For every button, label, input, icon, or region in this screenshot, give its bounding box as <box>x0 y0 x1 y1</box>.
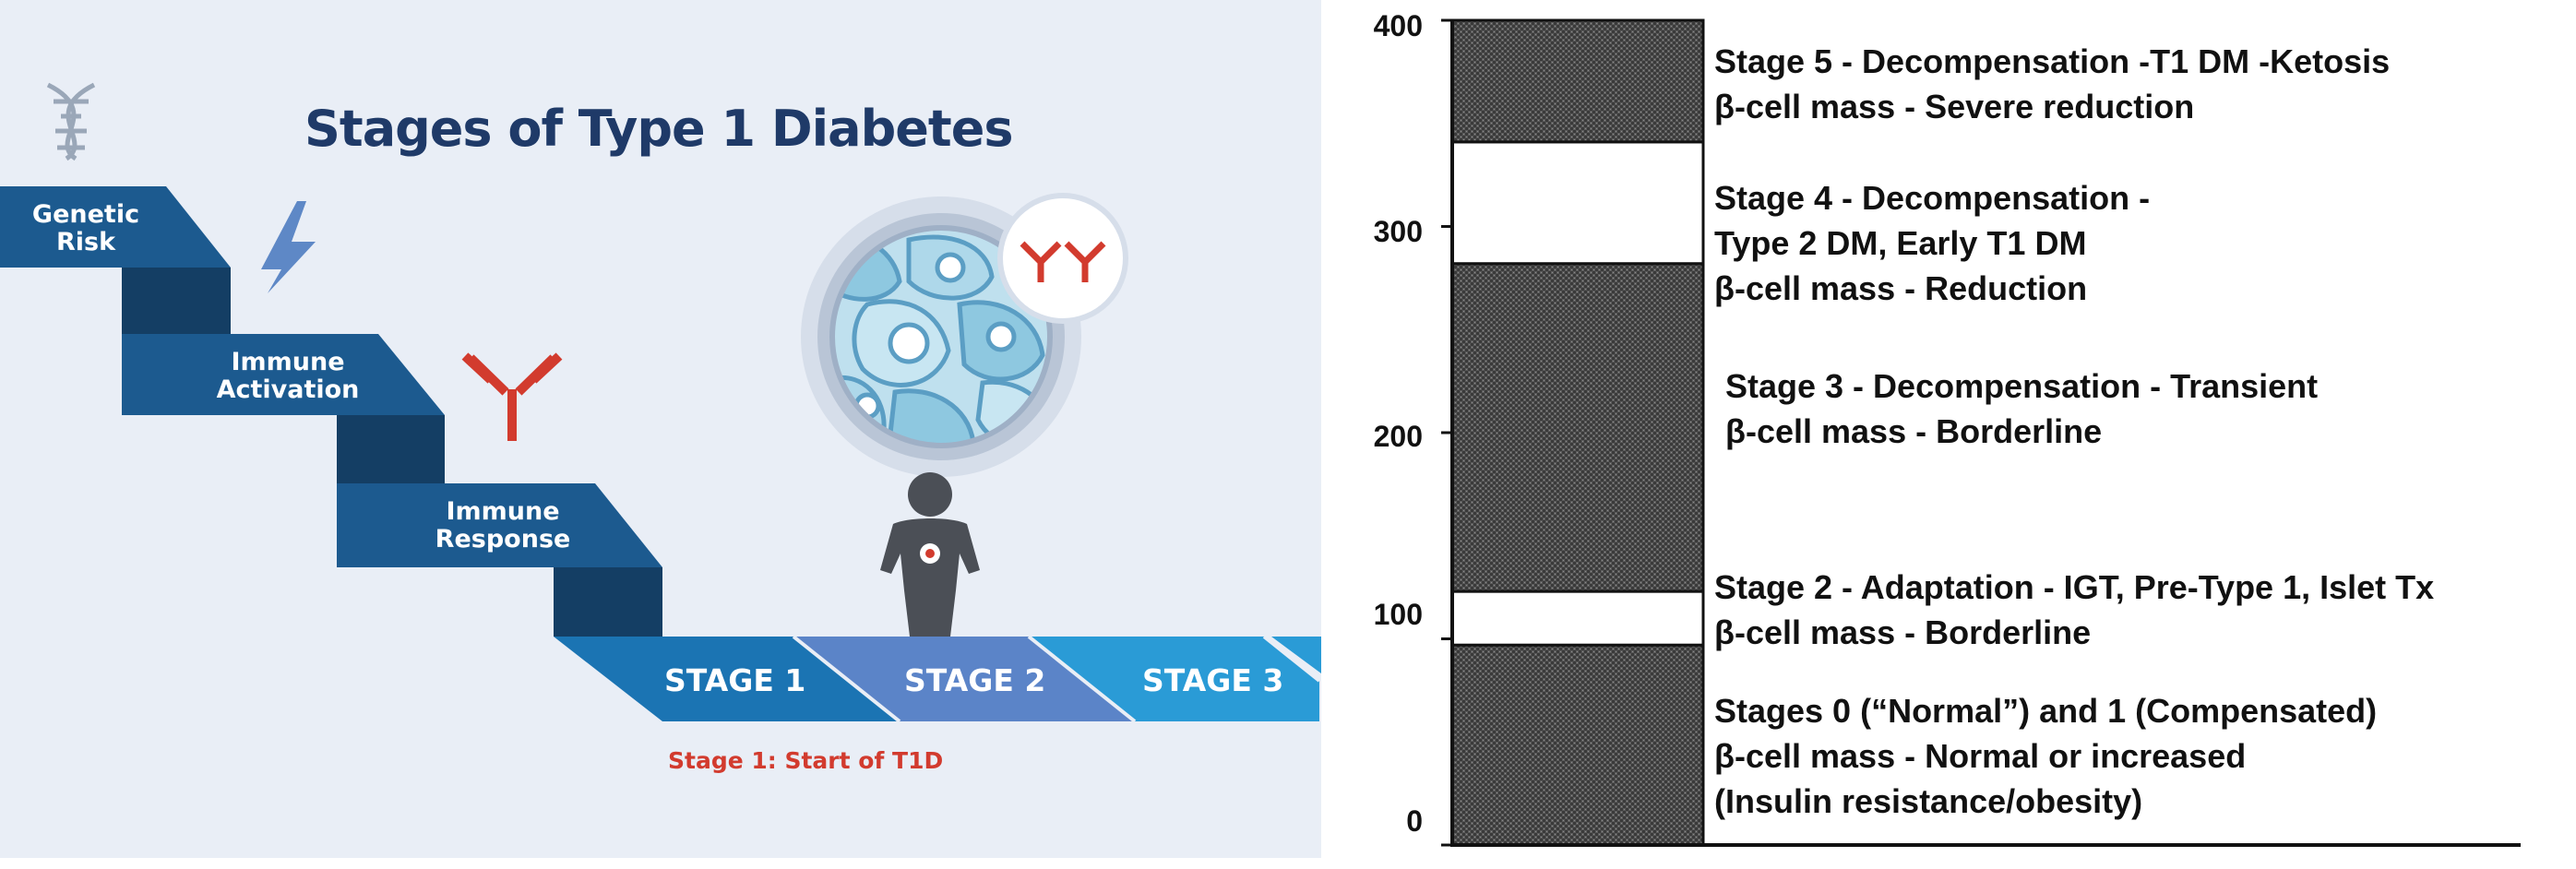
band-3 <box>1450 140 1705 266</box>
step-immune-response: Immune Response <box>406 498 600 554</box>
tick-300: 300 <box>1373 215 1423 248</box>
person-icon <box>880 472 980 637</box>
band-2 <box>1450 262 1705 593</box>
antibody-pair-icon <box>997 193 1128 324</box>
stage-5-line-1: Stage 5 - Decompensation -T1 DM -Ketosis <box>1714 42 2391 80</box>
step-immune-activation-line2: Activation <box>216 375 360 404</box>
illustration-title: Stages of Type 1 Diabetes <box>304 100 1013 158</box>
stage-5-description: Stage 5 - Decompensation -T1 DM -Ketosis… <box>1714 39 2390 129</box>
y-axis-ticks <box>1441 18 1452 847</box>
step-immune-activation: Immune Activation <box>196 349 380 404</box>
stage-3-line-2: β-cell mass - Borderline <box>1725 412 2103 450</box>
tick-100: 100 <box>1373 598 1423 631</box>
step-immune-response-line2: Response <box>435 525 571 554</box>
stage-0-1-line-1: Stages 0 (“Normal”) and 1 (Compensated) <box>1714 692 2378 730</box>
stage-2-label: STAGE 2 <box>904 662 1046 698</box>
staircase-sides <box>122 268 662 637</box>
stage-5-line-2: β-cell mass - Severe reduction <box>1714 88 2195 125</box>
step-genetic-risk-line1: Genetic <box>31 200 140 229</box>
beta-cell-bands <box>1450 18 1705 847</box>
dna-icon <box>46 82 96 161</box>
stage-4-line-3: β-cell mass - Reduction <box>1714 269 2088 307</box>
stage-4-line-2: Type 2 DM, Early T1 DM <box>1714 224 2087 262</box>
stage-0-1-line-2: β-cell mass - Normal or increased <box>1714 737 2247 775</box>
stage-0-1-description: Stages 0 (“Normal”) and 1 (Compensated) … <box>1714 688 2377 824</box>
beta-cell-mass-chart: 400 300 200 100 0 Stage 5 - Decompensati… <box>1321 0 2576 869</box>
lightning-icon <box>261 201 316 293</box>
step-immune-response-line1: Immune <box>446 497 560 526</box>
stage-3-description: Stage 3 - Decompensation - Transient β-c… <box>1725 363 2318 454</box>
beta-cell-mass-graphics <box>1441 18 2521 847</box>
step-genetic-risk-line2: Risk <box>55 228 116 256</box>
stage-1-caption: Stage 1: Start of T1D <box>668 747 944 774</box>
stage-ribbon <box>554 635 1321 723</box>
stage-3-line-1: Stage 3 - Decompensation - Transient <box>1725 367 2319 405</box>
illustration-graphics <box>0 82 1321 723</box>
stage-2-line-1: Stage 2 - Adaptation - IGT, Pre-Type 1, … <box>1714 568 2435 606</box>
stage-2-line-2: β-cell mass - Borderline <box>1714 613 2092 651</box>
tick-400: 400 <box>1373 9 1423 42</box>
band-1 <box>1450 589 1705 647</box>
tick-200: 200 <box>1373 420 1423 453</box>
staircase-treads <box>0 186 662 567</box>
cell-cluster-icon <box>801 196 1081 477</box>
band-4 <box>1450 18 1705 144</box>
step-genetic-risk: Genetic Risk <box>7 201 164 256</box>
stage-0-1-line-3: (Insulin resistance/obesity) <box>1714 782 2143 820</box>
stage-4-description: Stage 4 - Decompensation - Type 2 DM, Ea… <box>1714 175 2150 311</box>
stage-4-line-1: Stage 4 - Decompensation - <box>1714 179 2151 217</box>
stage-3-label: STAGE 3 <box>1142 662 1284 698</box>
stage-1-label: STAGE 1 <box>664 662 806 698</box>
step-immune-activation-line1: Immune <box>231 348 345 376</box>
antibody-icon <box>461 352 563 441</box>
stage-2-description: Stage 2 - Adaptation - IGT, Pre-Type 1, … <box>1714 565 2434 655</box>
tick-0: 0 <box>1406 804 1423 838</box>
band-0 <box>1450 643 1705 847</box>
stages-illustration: Stages of Type 1 Diabetes Genetic Risk I… <box>0 0 1321 858</box>
